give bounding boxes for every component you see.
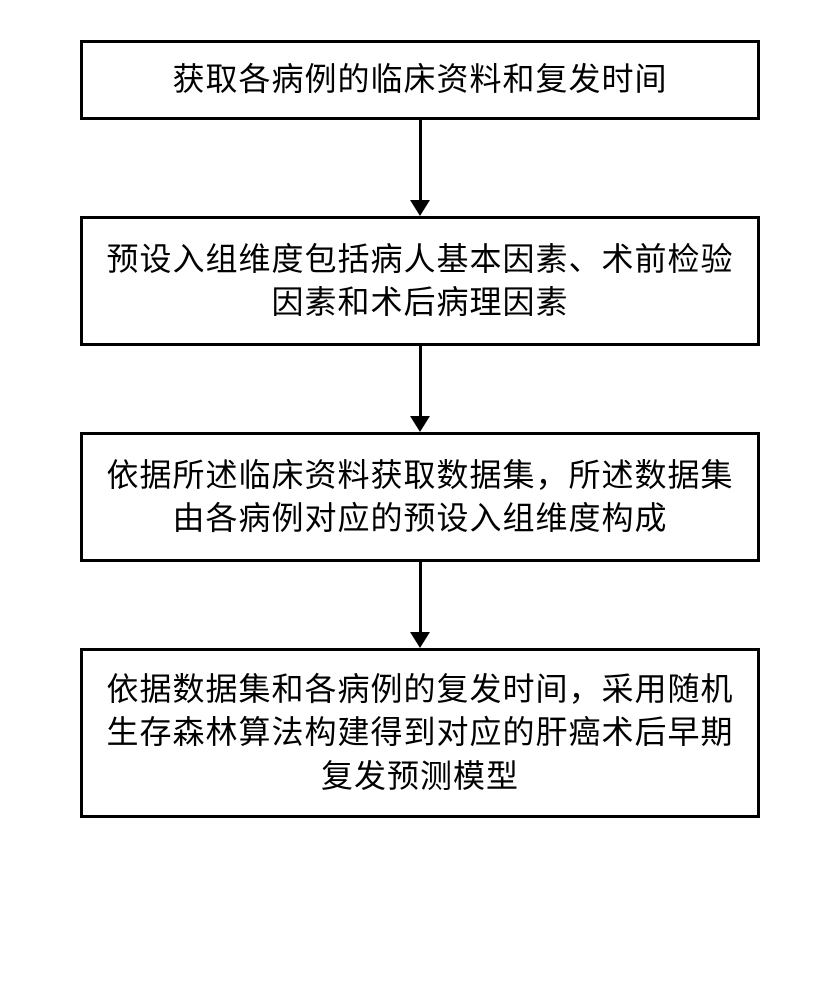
arrow-2	[410, 346, 430, 432]
box-2-text: 预设入组维度包括病人基本因素、术前检验因素和术后病理因素	[103, 238, 737, 324]
flowchart-box-1: 获取各病例的临床资料和复发时间	[80, 40, 760, 120]
box-4-text: 依据数据集和各病例的复发时间，采用随机生存森林算法构建得到对应的肝癌术后早期复发…	[103, 668, 737, 798]
box-1-text: 获取各病例的临床资料和复发时间	[172, 58, 667, 101]
arrow-1	[410, 120, 430, 216]
flowchart-box-2: 预设入组维度包括病人基本因素、术前检验因素和术后病理因素	[80, 216, 760, 346]
arrow-1-line	[419, 120, 422, 200]
arrow-2-line	[419, 346, 422, 416]
flowchart-box-3: 依据所述临床资料获取数据集，所述数据集由各病例对应的预设入组维度构成	[80, 432, 760, 562]
flowchart-box-4: 依据数据集和各病例的复发时间，采用随机生存森林算法构建得到对应的肝癌术后早期复发…	[80, 648, 760, 818]
arrow-3-line	[419, 562, 422, 632]
arrow-3	[410, 562, 430, 648]
arrow-2-head	[410, 416, 430, 432]
arrow-3-head	[410, 632, 430, 648]
arrow-1-head	[410, 200, 430, 216]
box-3-text: 依据所述临床资料获取数据集，所述数据集由各病例对应的预设入组维度构成	[103, 454, 737, 540]
